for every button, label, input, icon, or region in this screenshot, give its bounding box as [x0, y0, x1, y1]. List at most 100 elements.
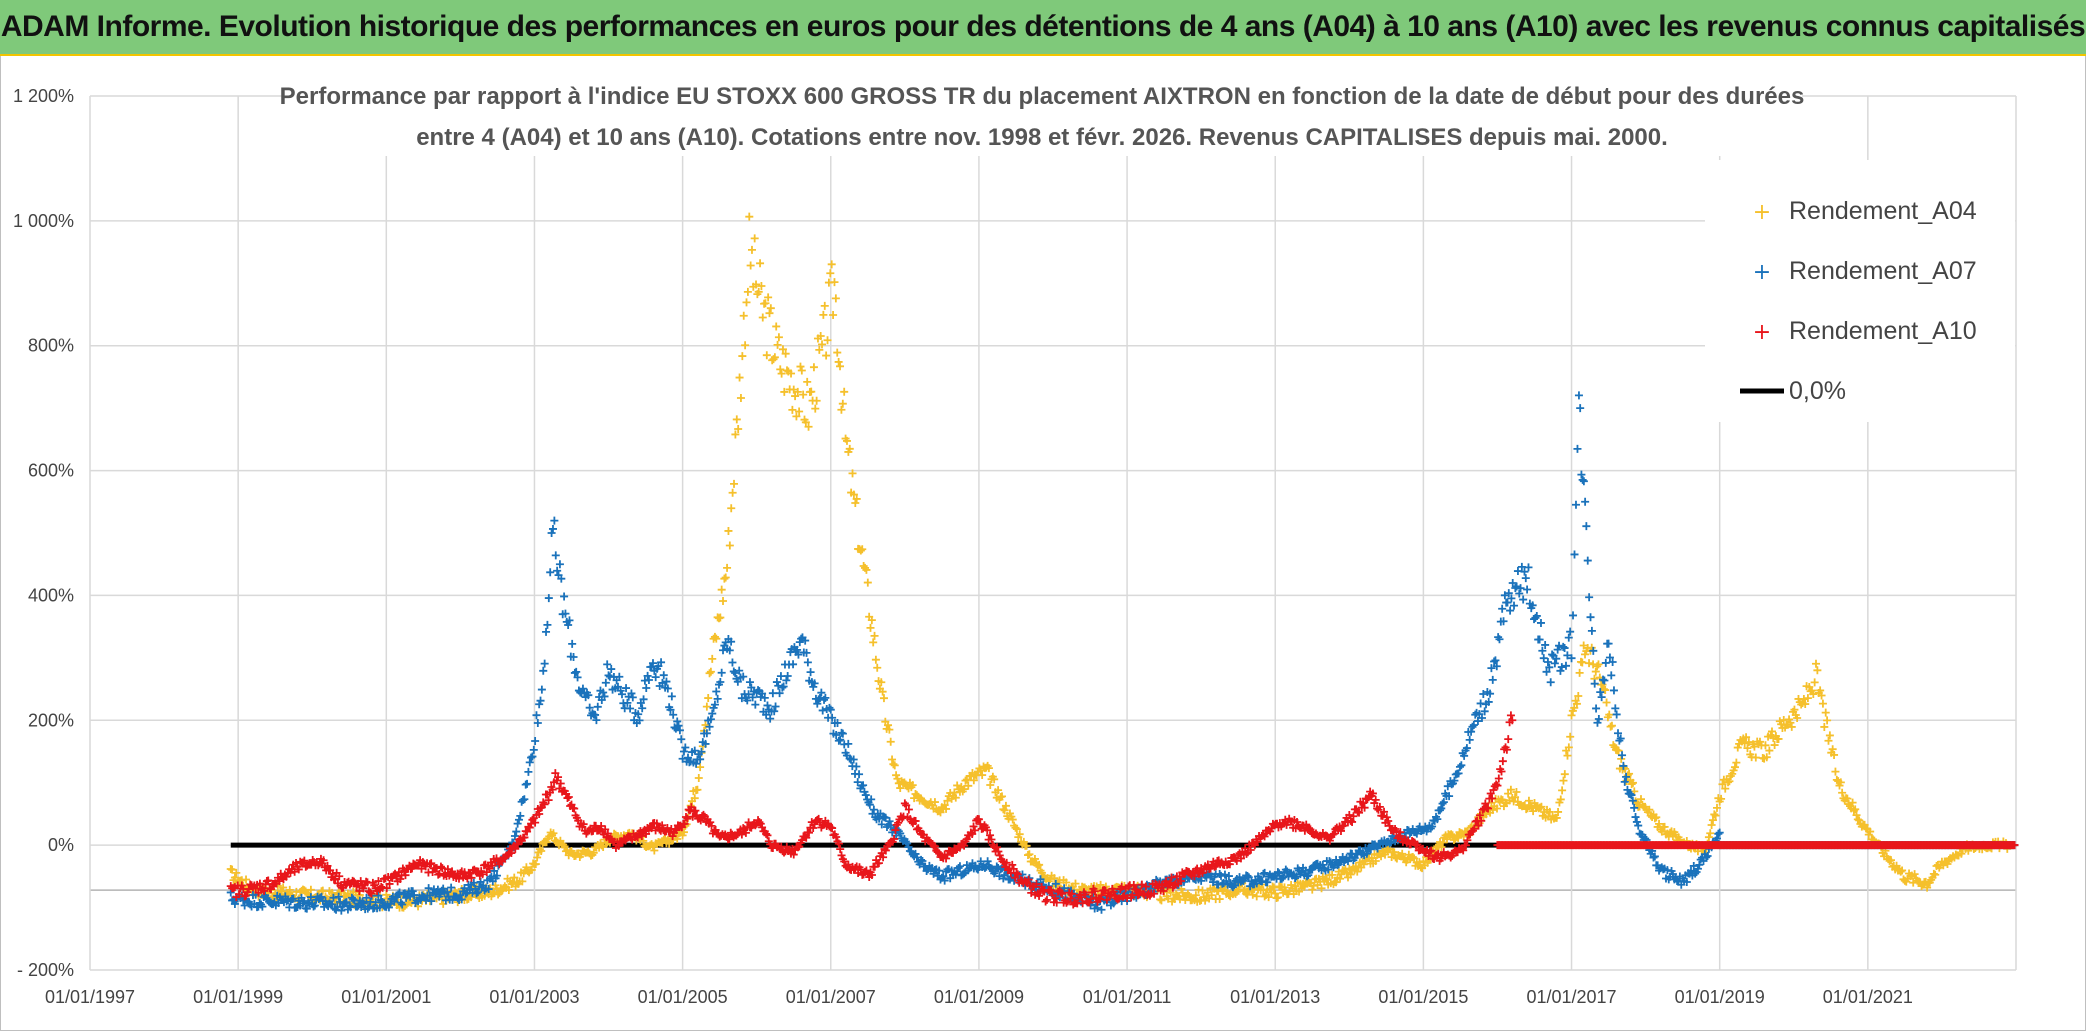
data-point — [961, 776, 970, 785]
data-point — [1765, 746, 1774, 755]
data-point — [537, 847, 546, 856]
data-point — [1051, 879, 1060, 888]
data-point — [1024, 875, 1033, 884]
data-point — [862, 565, 871, 574]
data-point — [329, 893, 338, 902]
data-point — [523, 779, 532, 788]
data-point — [382, 884, 391, 893]
data-point — [1831, 767, 1840, 776]
data-point — [1353, 867, 1362, 876]
data-point — [1559, 776, 1568, 785]
data-point — [1570, 550, 1579, 559]
data-point — [1623, 771, 1632, 780]
data-point — [1445, 792, 1454, 801]
data-point — [560, 592, 569, 601]
data-point — [1096, 880, 1105, 889]
data-point — [1742, 733, 1751, 742]
data-point — [738, 352, 747, 361]
report-title: ADAM Informe. Evolution historique des p… — [0, 10, 2086, 43]
data-point — [838, 729, 847, 738]
data-point — [1157, 896, 1166, 905]
data-point — [1097, 905, 1106, 914]
data-point — [688, 812, 697, 821]
data-point — [758, 313, 767, 322]
data-point — [1521, 574, 1530, 583]
data-point — [1611, 704, 1620, 713]
data-point — [1248, 890, 1257, 899]
data-point — [623, 698, 632, 707]
data-point — [1489, 786, 1498, 795]
data-point — [782, 676, 791, 685]
data-point — [1011, 823, 1020, 832]
data-point — [873, 663, 882, 672]
data-point — [691, 806, 700, 815]
data-point — [930, 798, 939, 807]
data-point — [1887, 856, 1895, 865]
data-point — [1498, 604, 1507, 613]
data-point — [1810, 678, 1819, 687]
data-point — [1490, 657, 1499, 666]
data-point — [1495, 635, 1504, 644]
data-point — [1191, 891, 1200, 900]
data-point — [1528, 601, 1537, 610]
data-point — [1838, 788, 1847, 797]
data-point — [1243, 871, 1252, 880]
data-point — [869, 805, 878, 814]
data-point — [514, 815, 523, 824]
data-point — [1474, 821, 1483, 830]
data-point — [1630, 803, 1639, 812]
series-rendement-a10 — [226, 711, 2019, 909]
data-point — [834, 736, 843, 745]
data-point — [334, 892, 343, 901]
data-point — [940, 801, 949, 810]
data-point — [849, 755, 858, 764]
data-point — [1446, 853, 1455, 862]
data-point — [634, 710, 643, 719]
data-point — [828, 824, 837, 833]
data-point — [1349, 812, 1358, 821]
data-point — [359, 899, 368, 908]
legend-label-a07: Rendement_A07 — [1789, 257, 1977, 285]
data-point — [1454, 769, 1463, 778]
data-point — [1067, 889, 1076, 898]
data-point — [1587, 626, 1596, 635]
data-point — [628, 693, 637, 702]
data-point — [531, 736, 540, 745]
data-point — [866, 623, 875, 632]
data-point — [1484, 804, 1493, 813]
data-point — [615, 672, 624, 681]
data-point — [827, 260, 836, 269]
data-point — [998, 792, 1007, 801]
data-point — [836, 735, 845, 744]
data-point — [774, 333, 783, 342]
data-point — [696, 816, 705, 825]
data-point — [725, 835, 734, 844]
data-point — [867, 795, 876, 804]
data-point — [1703, 851, 1712, 860]
data-point — [851, 499, 860, 508]
data-point — [678, 754, 687, 763]
data-point — [1419, 857, 1428, 866]
data-point — [446, 868, 455, 877]
x-tick-label: 01/01/2017 — [1526, 987, 1616, 1007]
data-point — [1564, 743, 1573, 752]
data-point — [1215, 895, 1224, 904]
data-point — [1853, 815, 1862, 824]
data-point — [229, 884, 238, 893]
data-point — [731, 668, 740, 677]
data-point — [306, 885, 315, 894]
report-banner: ADAM Informe. Evolution historique des p… — [0, 0, 2086, 56]
data-point — [755, 818, 764, 827]
data-point — [500, 882, 509, 891]
data-point — [1556, 666, 1565, 675]
data-point — [603, 660, 612, 669]
data-point — [1360, 803, 1369, 812]
data-point — [1493, 781, 1502, 790]
data-point — [365, 902, 374, 911]
data-point — [1486, 689, 1495, 698]
data-point — [739, 824, 748, 833]
data-point — [1655, 819, 1664, 828]
data-point — [532, 711, 541, 720]
data-point — [1066, 894, 1075, 903]
data-point — [507, 880, 516, 889]
